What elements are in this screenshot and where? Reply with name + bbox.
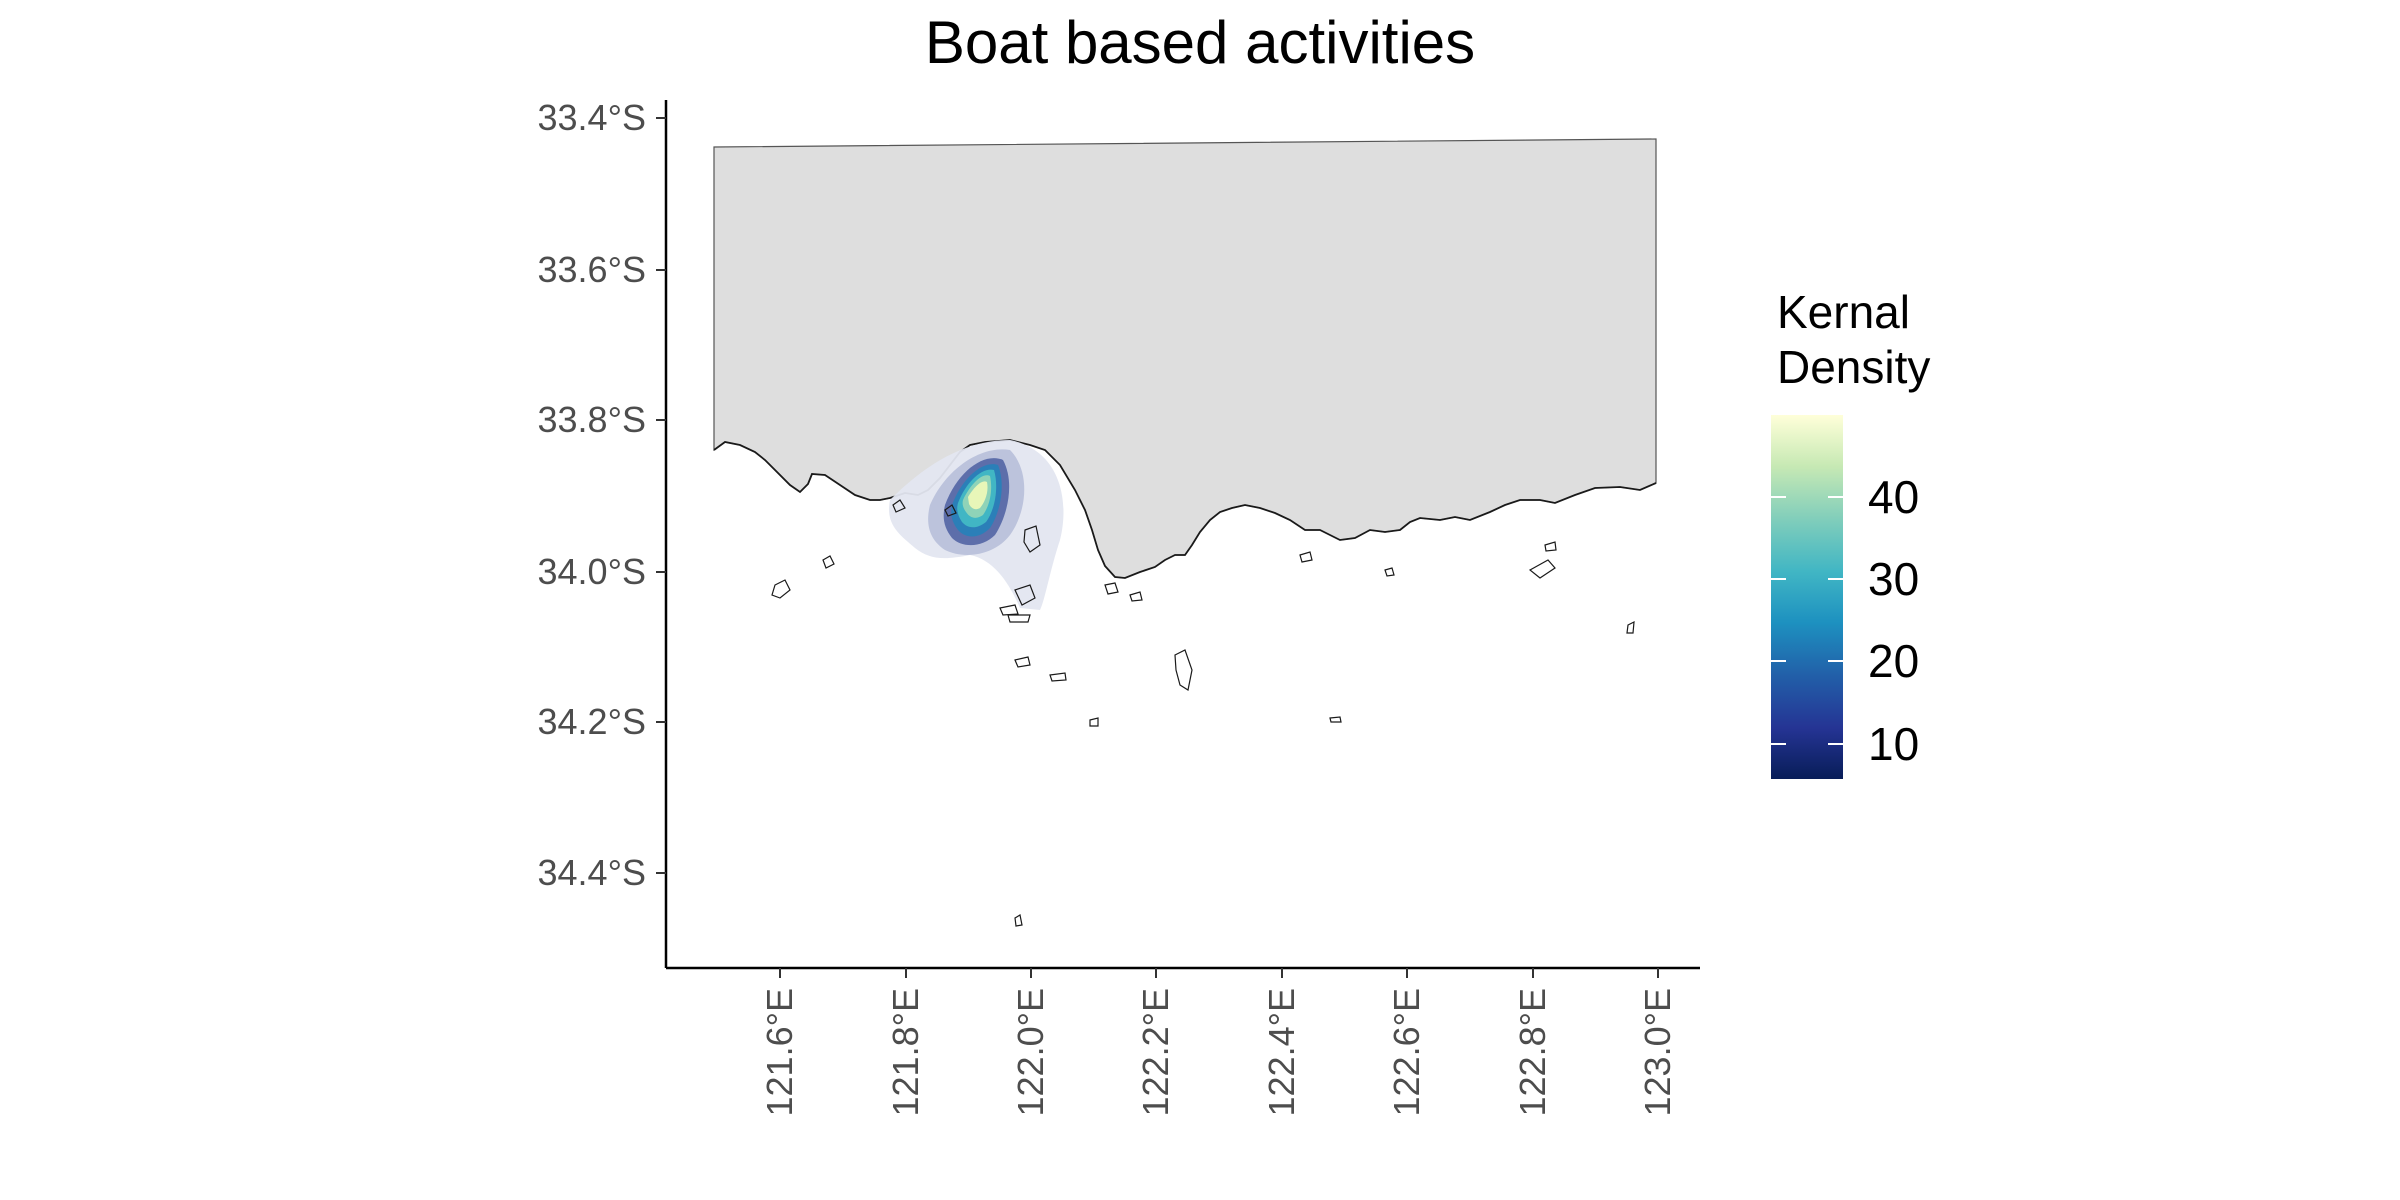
x-tick-label: 122.4°E xyxy=(1261,988,1302,1117)
y-tick-label: 34.4°S xyxy=(538,852,646,893)
legend-title-line1: Kernal xyxy=(1777,286,1910,338)
y-tick-label: 34.2°S xyxy=(538,701,646,742)
island xyxy=(1129,591,1143,602)
x-tick-label: 123.0°E xyxy=(1637,988,1678,1117)
legend-title-line2: Density xyxy=(1777,341,1931,393)
legend-title: Kernal Density xyxy=(1777,285,1930,395)
legend-tick-label: 10 xyxy=(1868,718,1919,770)
density-contour-peak xyxy=(968,481,988,510)
island xyxy=(1104,582,1119,595)
x-tick-label: 121.6°E xyxy=(759,988,800,1117)
y-tick-label: 33.4°S xyxy=(538,97,646,138)
island xyxy=(944,504,957,517)
y-axis-ticks: 33.4°S 33.6°S 33.8°S 34.0°S 34.2°S 34.4°S xyxy=(538,97,666,893)
island xyxy=(1544,541,1557,552)
x-tick-label: 122.2°E xyxy=(1135,988,1176,1117)
legend-tick-label: 40 xyxy=(1868,471,1919,523)
island xyxy=(1174,649,1193,691)
island xyxy=(1007,614,1031,623)
coastline xyxy=(713,439,1657,579)
island xyxy=(999,604,1019,616)
island xyxy=(1626,620,1635,634)
x-tick-label: 122.8°E xyxy=(1512,988,1553,1117)
islands xyxy=(771,499,1635,927)
legend-colorbar xyxy=(1771,415,1843,779)
island xyxy=(1089,717,1099,727)
x-tick-label: 122.6°E xyxy=(1386,988,1427,1117)
land-polygon xyxy=(713,138,1657,579)
legend-tick-label: 20 xyxy=(1868,635,1919,687)
island xyxy=(1384,567,1395,577)
y-tick-label: 33.6°S xyxy=(538,249,646,290)
legend-tick-label: 30 xyxy=(1868,553,1919,605)
island xyxy=(822,555,835,569)
x-tick-label: 122.0°E xyxy=(1010,988,1051,1117)
density-layer xyxy=(889,440,1064,610)
island xyxy=(1014,584,1036,606)
legend-ticks: 40 30 20 10 xyxy=(1771,471,1919,770)
island xyxy=(771,579,791,599)
island xyxy=(1014,914,1023,927)
y-tick-label: 34.0°S xyxy=(538,551,646,592)
island xyxy=(1014,656,1031,668)
island xyxy=(1023,525,1041,553)
island xyxy=(1299,551,1313,563)
island xyxy=(1528,559,1556,579)
chart-title: Boat based activities xyxy=(924,9,1476,76)
island xyxy=(1329,716,1342,723)
y-tick-label: 33.8°S xyxy=(538,399,646,440)
x-tick-label: 121.8°E xyxy=(885,988,926,1117)
island xyxy=(892,499,906,513)
island xyxy=(1049,672,1067,682)
x-axis-ticks: 121.6°E 121.8°E 122.0°E 122.2°E 122.4°E 122.6… xyxy=(759,968,1678,1117)
